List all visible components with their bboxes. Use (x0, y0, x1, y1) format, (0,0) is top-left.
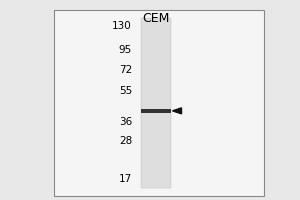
Text: 28: 28 (119, 136, 132, 146)
Text: CEM: CEM (142, 12, 170, 25)
Polygon shape (172, 108, 182, 114)
Text: 17: 17 (119, 174, 132, 184)
Text: 72: 72 (119, 65, 132, 75)
Bar (54, 10, 264, 196)
Bar (141, 109, 171, 113)
Text: 130: 130 (112, 21, 132, 31)
Text: 95: 95 (119, 45, 132, 55)
Text: 55: 55 (119, 86, 132, 96)
Text: 36: 36 (119, 117, 132, 127)
Bar (141, 18, 171, 188)
